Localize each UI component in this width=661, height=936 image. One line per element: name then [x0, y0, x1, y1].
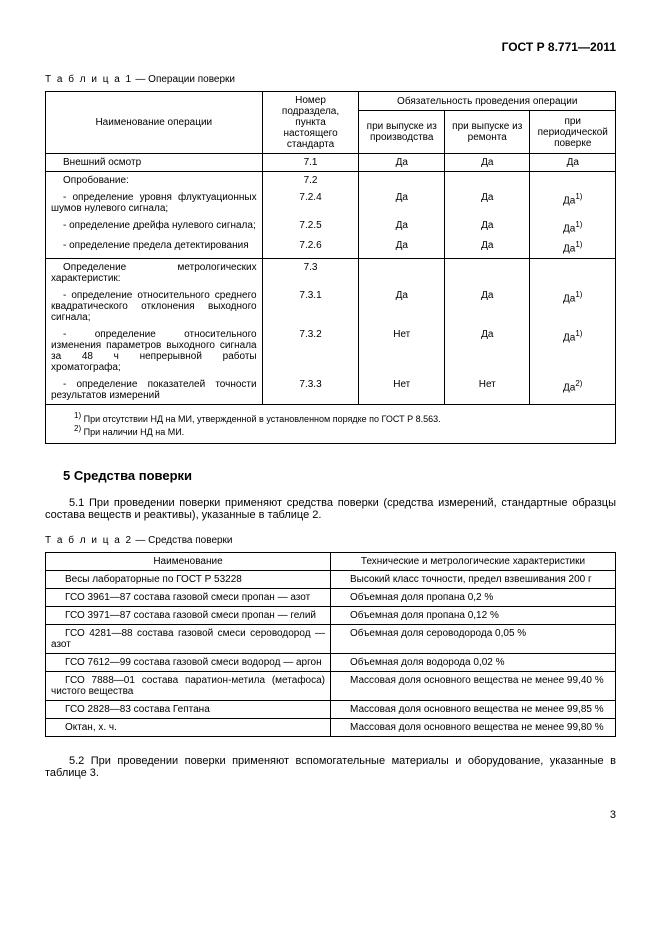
table-row-name: - определение предела детектирования: [46, 237, 263, 258]
table-row-repair: Да: [444, 189, 530, 217]
th-production: при выпуске из производства: [359, 111, 445, 154]
t2-row-spec: Массовая доля основного вещества не мене…: [331, 700, 616, 718]
t2-row-spec: Объемная доля водорода 0,02 %: [331, 653, 616, 671]
t2-row-name: ГСО 3961—87 состава газовой смеси пропан…: [46, 588, 331, 606]
table-row-repair: [444, 172, 530, 190]
table1-caption-prefix: Т а б л и ц а 1: [45, 74, 133, 85]
table-row-section: 7.2.6: [262, 237, 359, 258]
t2-row-name: ГСО 7612—99 состава газовой смеси водоро…: [46, 653, 331, 671]
table-row-section: 7.2.4: [262, 189, 359, 217]
table-row-repair: Да: [444, 287, 530, 326]
table-row-prod: [359, 258, 445, 287]
table-row-repair: [444, 258, 530, 287]
page-number: 3: [45, 809, 616, 821]
table-row-prod: Да: [359, 154, 445, 172]
table-row-name: Внешний осмотр: [46, 154, 263, 172]
table-row-periodic: [530, 172, 616, 190]
t2-row-spec: Объемная доля сероводорода 0,05 %: [331, 624, 616, 653]
table-row-prod: Да: [359, 237, 445, 258]
t2-row-spec: Массовая доля основного вещества не мене…: [331, 671, 616, 700]
table-row-periodic: Да1): [530, 217, 616, 237]
t2-row-name: ГСО 4281—88 состава газовой смеси серово…: [46, 624, 331, 653]
table-row-prod: Нет: [359, 326, 445, 376]
table-row-repair: Да: [444, 154, 530, 172]
table-row-periodic: Да1): [530, 237, 616, 258]
footnote-2: При наличии НД на МИ.: [84, 427, 185, 437]
table-row-periodic: [530, 258, 616, 287]
table-row-name: - определение дрейфа нулевого сигнала;: [46, 217, 263, 237]
th-repair: при выпуске из ремонта: [444, 111, 530, 154]
document-header: ГОСТ Р 8.771—2011: [45, 40, 616, 54]
table-row-name: Определение метрологических характеристи…: [46, 258, 263, 287]
table-1: Наименование операции Номер подраздела, …: [45, 91, 616, 444]
table-row-prod: Да: [359, 217, 445, 237]
table1-caption-rest: — Операции поверки: [133, 74, 235, 85]
t2-row-name: ГСО 2828—83 состава Гептана: [46, 700, 331, 718]
t2-row-spec: Объемная доля пропана 0,12 %: [331, 606, 616, 624]
th-section: Номер подраздела, пункта настоящего стан…: [262, 92, 359, 154]
th-periodic: при периодической поверке: [530, 111, 616, 154]
table-row-name: Опробование:: [46, 172, 263, 190]
table-row-prod: Да: [359, 189, 445, 217]
t2-th-name: Наименование: [46, 552, 331, 570]
th-name: Наименование операции: [46, 92, 263, 154]
table-row-periodic: Да: [530, 154, 616, 172]
table-row-section: 7.3.3: [262, 376, 359, 405]
t2-row-name: Октан, х. ч.: [46, 718, 331, 736]
table2-caption: Т а б л и ц а 2 — Средства поверки: [45, 535, 616, 546]
table-row-repair: Нет: [444, 376, 530, 405]
t2-row-name: ГСО 7888—01 состава паратион-метила (мет…: [46, 671, 331, 700]
th-mandatory: Обязательность проведения операции: [359, 92, 616, 111]
table-row-prod: Да: [359, 287, 445, 326]
table-row-periodic: Да1): [530, 287, 616, 326]
t2-row-spec: Массовая доля основного вещества не мене…: [331, 718, 616, 736]
table-row-name: - определение относительного изменения п…: [46, 326, 263, 376]
table-row-name: - определение уровня флуктуационных шумо…: [46, 189, 263, 217]
t2-row-spec: Объемная доля пропана 0,2 %: [331, 588, 616, 606]
table2-caption-rest: — Средства поверки: [133, 535, 233, 546]
table-row-periodic: Да1): [530, 326, 616, 376]
t2-th-spec: Технические и метрологические характерис…: [331, 552, 616, 570]
table-row-section: 7.3.2: [262, 326, 359, 376]
t2-row-name: ГСО 3971—87 состава газовой смеси пропан…: [46, 606, 331, 624]
table-row-repair: Да: [444, 217, 530, 237]
footnote-1: При отсутствии НД на МИ, утвержденной в …: [84, 414, 441, 424]
table-row-repair: Да: [444, 326, 530, 376]
table-row-section: 7.2.5: [262, 217, 359, 237]
t2-row-name: Весы лабораторные по ГОСТ Р 53228: [46, 570, 331, 588]
table-row-prod: Нет: [359, 376, 445, 405]
table-row-section: 7.3.1: [262, 287, 359, 326]
paragraph-5-1: 5.1 При проведении поверки применяют сре…: [45, 497, 616, 521]
table-row-repair: Да: [444, 237, 530, 258]
table-row-name: - определение относительного среднего кв…: [46, 287, 263, 326]
table1-caption: Т а б л и ц а 1 — Операции поверки: [45, 74, 616, 85]
table-row-periodic: Да2): [530, 376, 616, 405]
table-row-section: 7.1: [262, 154, 359, 172]
table-row-periodic: Да1): [530, 189, 616, 217]
table1-footnotes: 1) При отсутствии НД на МИ, утвержденной…: [46, 404, 616, 443]
table-row-prod: [359, 172, 445, 190]
table2-caption-prefix: Т а б л и ц а 2: [45, 535, 133, 546]
table-2: Наименование Технические и метрологическ…: [45, 552, 616, 737]
section-5-title: 5 Средства поверки: [63, 468, 616, 483]
paragraph-5-2: 5.2 При проведении поверки применяют всп…: [45, 755, 616, 779]
table-row-section: 7.2: [262, 172, 359, 190]
table-row-section: 7.3: [262, 258, 359, 287]
table-row-name: - определение показателей точности резул…: [46, 376, 263, 405]
t2-row-spec: Высокий класс точности, предел взвешиван…: [331, 570, 616, 588]
